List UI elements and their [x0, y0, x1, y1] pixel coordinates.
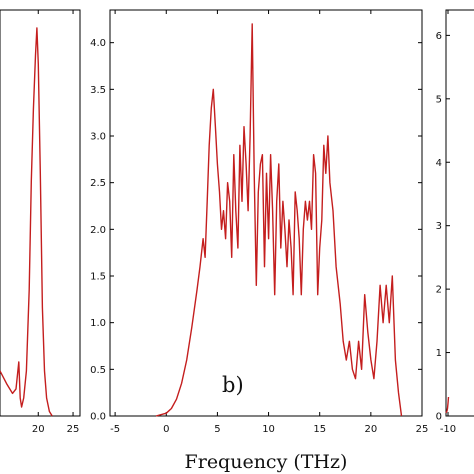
x-tick-label: 25 [67, 424, 80, 435]
x-tick-label: 20 [32, 424, 45, 435]
panel-b-curve-series [155, 23, 403, 417]
panel-label: b) [222, 373, 244, 397]
x-tick-label: 10 [262, 424, 275, 435]
y-tick-label: 0 [436, 412, 442, 423]
y-tick-label: 1.5 [90, 272, 106, 283]
y-tick-label: 4 [436, 158, 442, 169]
y-tick-label: 5 [436, 94, 442, 105]
panel-b-x-ticks: -5 0 5 10 15 20 25 [110, 10, 428, 435]
x-axis-title: Frequency (THz) [185, 451, 348, 473]
right-x-ticks: -10 [440, 10, 456, 435]
right-y-ticks: 0 1 2 3 4 5 6 [436, 31, 450, 423]
right-panel-frame [445, 9, 474, 417]
x-tick-label: -10 [440, 424, 456, 435]
y-tick-label: 6 [436, 31, 442, 42]
y-tick-label: 2.0 [90, 225, 106, 236]
y-tick-label: 3.5 [90, 85, 106, 96]
x-tick-label: -5 [110, 424, 120, 435]
y-tick-label: 2 [436, 285, 442, 296]
y-tick-label: 1 [436, 348, 442, 359]
y-tick-label: 1.0 [90, 318, 106, 329]
y-tick-label: 3 [436, 221, 442, 232]
right-curve-series [445, 396, 450, 414]
panel-b-y-ticks: 0.0 0.5 1.0 1.5 2.0 2.5 3.0 3.5 4.0 [90, 38, 422, 423]
left-curve-series [0, 27, 53, 417]
y-tick-label: 0.0 [90, 412, 106, 423]
x-tick-label: 5 [214, 424, 220, 435]
y-tick-label: 4.0 [90, 38, 106, 49]
x-tick-label: 15 [313, 424, 326, 435]
left-panel: 20 25 [0, 9, 81, 435]
panel-b-frame [109, 9, 423, 417]
x-tick-label: 20 [364, 424, 377, 435]
y-tick-label: 0.5 [90, 365, 106, 376]
x-tick-label: 25 [416, 424, 429, 435]
left-x-ticks: 20 25 [32, 10, 80, 435]
right-panel: 0 1 2 3 4 5 6 -10 [436, 9, 474, 435]
panel-b: 0.0 0.5 1.0 1.5 2.0 2.5 3.0 3.5 4.0 -5 0 5 10 15 20 25… [90, 9, 428, 435]
y-tick-label: 3.0 [90, 132, 106, 143]
left-panel-frame [0, 9, 81, 417]
x-tick-label: 0 [163, 424, 169, 435]
y-tick-label: 2.5 [90, 178, 106, 189]
